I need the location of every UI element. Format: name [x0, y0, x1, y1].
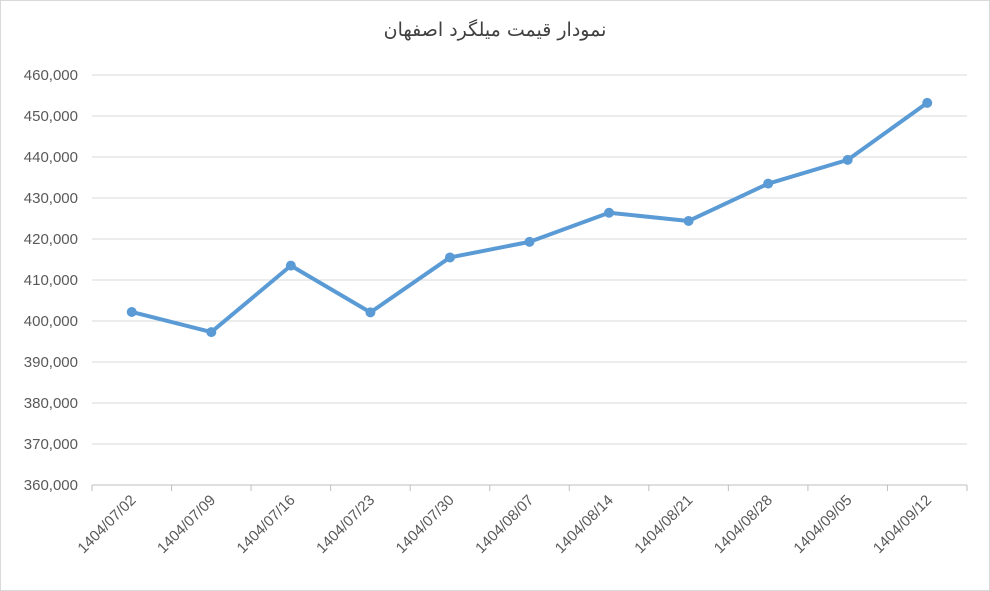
data-point [683, 215, 694, 226]
x-tick-label: 1404/08/28 [711, 492, 776, 557]
x-tick-label: 1404/07/02 [74, 492, 139, 557]
gridlines [92, 74, 967, 486]
y-tick-label: 390,000 [24, 354, 78, 371]
data-point [365, 307, 376, 318]
y-tick-label: 450,000 [24, 108, 78, 125]
chart-title: نمودار قیمت میلگرد اصفهان [383, 19, 607, 41]
x-tick-label: 1404/08/14 [552, 492, 617, 557]
x-tick-label: 1404/09/12 [870, 492, 935, 557]
y-tick-label: 360,000 [24, 477, 78, 494]
series-group [126, 97, 933, 338]
x-tick-label: 1404/07/09 [154, 492, 219, 557]
y-tick-label: 430,000 [24, 190, 78, 207]
data-point [763, 178, 774, 189]
data-point [604, 207, 615, 218]
y-tick-label: 460,000 [24, 67, 78, 84]
y-tick-label: 370,000 [24, 436, 78, 453]
x-tick-label: 1404/09/05 [790, 492, 855, 557]
x-tick-label: 1404/07/23 [313, 492, 378, 557]
x-tick-label: 1404/07/30 [393, 492, 458, 557]
series-line [129, 100, 930, 335]
y-tick-label: 410,000 [24, 272, 78, 289]
data-point [444, 252, 455, 263]
data-point [285, 260, 296, 271]
y-tick-label: 400,000 [24, 313, 78, 330]
x-tick-label: 1404/07/16 [234, 492, 299, 557]
data-point [524, 236, 535, 247]
y-tick-label: 420,000 [24, 231, 78, 248]
data-point [842, 154, 853, 165]
y-axis-ticks: 360,000 370,000 380,000 390,000 400,000 410,0… [24, 67, 78, 494]
data-point [206, 327, 217, 338]
x-tick-label: 1404/08/07 [472, 492, 537, 557]
y-tick-label: 380,000 [24, 395, 78, 412]
data-point [126, 306, 137, 317]
x-tick-label: 1404/08/21 [631, 492, 696, 557]
x-axis-ticks: 1404/07/02 1404/07/09 1404/07/16 1404/07/23… [74, 485, 968, 557]
data-point [922, 97, 933, 108]
y-tick-label: 440,000 [24, 149, 78, 166]
